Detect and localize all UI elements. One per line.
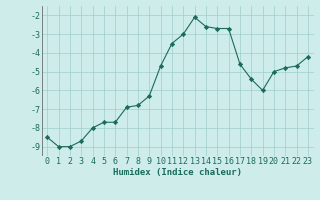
X-axis label: Humidex (Indice chaleur): Humidex (Indice chaleur) [113, 168, 242, 177]
